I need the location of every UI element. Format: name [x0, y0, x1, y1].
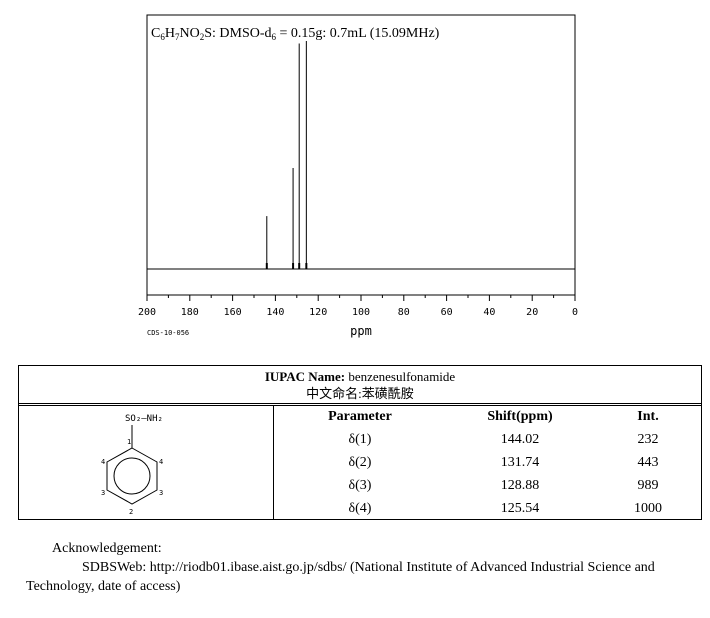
atom-number-3-left: 3 — [101, 489, 105, 497]
x-axis-label: ppm — [350, 324, 372, 338]
spectrum-code: CDS-10-056 — [147, 329, 189, 337]
table-cell-int: 989 — [637, 478, 659, 493]
table-cell-int: 232 — [637, 432, 659, 447]
peak-group — [265, 41, 308, 269]
plot-frame — [146, 14, 576, 296]
structure-cell: SO₂—NH₂ 1 2 3 3 4 4 — [19, 406, 274, 519]
table-cell-shift: 125.54 — [500, 501, 540, 516]
sulfonamide-group: SO₂—NH₂ — [125, 414, 163, 424]
acknowledgement-heading: Acknowledgement: — [52, 541, 162, 556]
x-tick-label: 0 — [572, 307, 578, 318]
nmr-spectrum-chart: C6H7NO2S: DMSO-d6 = 0.15g: 0.7mL (15.09M… — [138, 14, 578, 338]
name-block: IUPAC Name: benzenesulfonamide 中文命名:苯磺酰胺 — [19, 366, 701, 404]
atom-number-4-left: 4 — [101, 458, 105, 466]
atom-number-1: 1 — [127, 438, 131, 446]
table-cell-param: δ(3) — [348, 478, 372, 493]
header-intensity: Int. — [637, 409, 659, 424]
x-tick-label: 80 — [398, 307, 410, 318]
x-tick-label: 120 — [309, 307, 327, 318]
table-cell-param: δ(4) — [348, 501, 372, 516]
chart-title: C6H7NO2S: DMSO-d6 = 0.15g: 0.7mL (15.09M… — [151, 26, 440, 42]
table-cell-shift: 131.74 — [500, 455, 540, 470]
header-shift: Shift(ppm) — [487, 409, 553, 424]
x-tick-label: 40 — [483, 307, 495, 318]
iupac-label: IUPAC Name: — [264, 369, 346, 384]
benzenesulfonamide-structure: SO₂—NH₂ 1 2 3 3 4 4 — [101, 414, 163, 516]
acknowledgement-line-1: SDBSWeb: http://riodb01.ibase.aist.go.jp… — [82, 560, 655, 575]
atom-number-2: 2 — [129, 508, 133, 516]
x-axis: 200 180 160 140 120 100 80 60 40 20 0 — [138, 295, 578, 318]
atom-number-3-right: 3 — [159, 489, 163, 497]
x-tick-label: 20 — [526, 307, 538, 318]
x-tick-label: 100 — [352, 307, 370, 318]
x-tick-label: 160 — [224, 307, 242, 318]
x-tick-label: 140 — [266, 307, 284, 318]
table-cell-shift: 144.02 — [500, 432, 540, 447]
x-tick-label: 200 — [138, 307, 156, 318]
table-cell-param: δ(2) — [348, 455, 372, 470]
compound-info-table: IUPAC Name: benzenesulfonamide 中文命名:苯磺酰胺… — [18, 365, 702, 520]
x-tick-label: 180 — [181, 307, 199, 318]
acknowledgement-line-2: Technology, date of access) — [26, 579, 181, 594]
atom-number-4-right: 4 — [159, 458, 163, 466]
x-tick-label: 60 — [441, 307, 453, 318]
table-cell-int: 443 — [637, 455, 659, 470]
table-cell-param: δ(1) — [348, 432, 372, 447]
table-cell-shift: 128.88 — [500, 478, 540, 493]
table-cell-int: 1000 — [634, 501, 662, 516]
chinese-label: 中文命名: — [306, 386, 362, 401]
iupac-value: benzenesulfonamide — [345, 369, 456, 384]
divider — [19, 405, 701, 406]
header-parameter: Parameter — [328, 409, 392, 424]
chinese-value: 苯磺酰胺 — [361, 386, 414, 401]
